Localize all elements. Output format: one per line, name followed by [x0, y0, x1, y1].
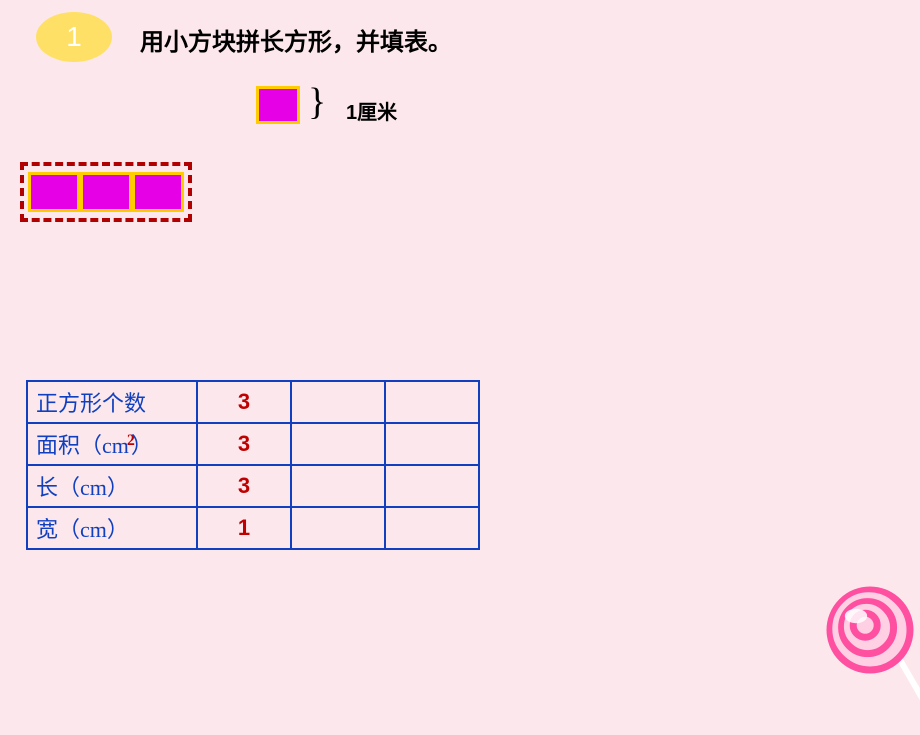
table-cell	[291, 381, 385, 423]
table-cell	[291, 465, 385, 507]
legend-brace: }	[308, 80, 326, 124]
table-cell: 1	[197, 507, 291, 549]
row-header: 长（cm）	[27, 465, 197, 507]
table-cell: 3	[197, 423, 291, 465]
table-cell	[385, 465, 479, 507]
data-table: 正方形个数3面积（cm2）3 长（cm）3 宽（cm）1	[26, 380, 480, 550]
table-cell	[385, 423, 479, 465]
rectangle-cell	[80, 172, 132, 212]
row-header: 宽（cm）	[27, 507, 197, 549]
question-number: 1	[66, 21, 82, 53]
table-cell: 3	[197, 465, 291, 507]
legend-unit-square	[256, 86, 300, 124]
rectangle-cell	[28, 172, 80, 212]
lollipop-icon	[785, 575, 920, 735]
table-cell	[385, 507, 479, 549]
table-row: 宽（cm）1	[27, 507, 479, 549]
row-header: 正方形个数	[27, 381, 197, 423]
table-cell	[291, 507, 385, 549]
page-title: 用小方块拼长方形，并填表。	[140, 22, 452, 57]
table-cell	[385, 381, 479, 423]
table-cell: 3	[197, 381, 291, 423]
legend-label: 1厘米	[346, 96, 397, 125]
table-cell	[291, 423, 385, 465]
table-row: 正方形个数3	[27, 381, 479, 423]
table-row: 长（cm）3	[27, 465, 479, 507]
table-row: 面积（cm2）3	[27, 423, 479, 465]
row-header: 面积（cm2）	[27, 423, 197, 465]
rectangle-demo	[20, 162, 192, 222]
rectangle-cell	[132, 172, 184, 212]
question-number-badge: 1	[36, 12, 112, 62]
